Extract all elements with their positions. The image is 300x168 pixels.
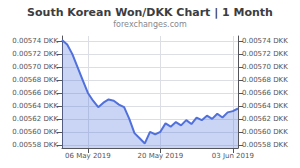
svg-text:0.00564 DKK: 0.00564 DKK [12, 102, 58, 110]
svg-text:0.00574 DKK: 0.00574 DKK [242, 37, 288, 45]
svg-text:0.00562 DKK: 0.00562 DKK [242, 115, 288, 123]
svg-text:0.00562 DKK: 0.00562 DKK [12, 115, 58, 123]
svg-text:South Korean Won/DKK Chart | 1: South Korean Won/DKK Chart | 1 Month [27, 6, 273, 19]
svg-text:0.00568 DKK: 0.00568 DKK [242, 76, 288, 84]
svg-text:0.00572 DKK: 0.00572 DKK [12, 50, 58, 58]
svg-text:0.00570 DKK: 0.00570 DKK [12, 63, 58, 71]
svg-text:forexchanges.com: forexchanges.com [113, 20, 187, 29]
svg-text:06 May 2019: 06 May 2019 [65, 152, 111, 160]
svg-text:0.00558 DKK: 0.00558 DKK [242, 141, 288, 149]
svg-text:0.00572 DKK: 0.00572 DKK [242, 50, 288, 58]
svg-text:0.00560 DKK: 0.00560 DKK [12, 128, 58, 136]
svg-text:0.00566 DKK: 0.00566 DKK [12, 89, 58, 97]
svg-text:0.00566 DKK: 0.00566 DKK [242, 89, 288, 97]
svg-text:0.00560 DKK: 0.00560 DKK [242, 128, 288, 136]
svg-text:20 May 2019: 20 May 2019 [138, 152, 184, 160]
svg-text:0.00564 DKK: 0.00564 DKK [242, 102, 288, 110]
svg-text:0.00558 DKK: 0.00558 DKK [12, 141, 58, 149]
svg-text:03 Jun 2019: 03 Jun 2019 [212, 152, 254, 160]
svg-text:0.00574 DKK: 0.00574 DKK [12, 37, 58, 45]
svg-text:0.00570 DKK: 0.00570 DKK [242, 63, 288, 71]
svg-text:0.00568 DKK: 0.00568 DKK [12, 76, 58, 84]
